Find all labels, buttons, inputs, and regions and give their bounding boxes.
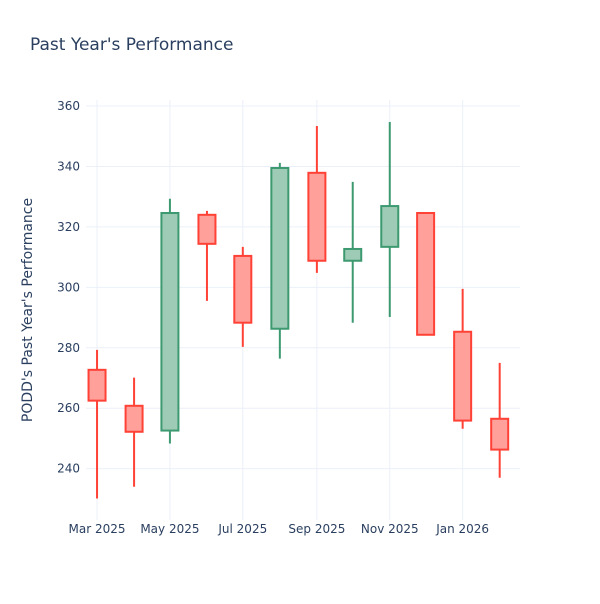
candle (453, 288, 473, 429)
candle-body (197, 213, 217, 245)
candle-body (416, 212, 436, 336)
candle (87, 349, 107, 499)
candle-body (270, 166, 290, 330)
x-tick-label: Sep 2025 (288, 522, 345, 536)
candle-body (160, 212, 180, 432)
candle (270, 162, 290, 359)
candle-body (233, 254, 253, 324)
chart-title: Past Year's Performance (30, 35, 234, 55)
y-tick-label: 360 (57, 99, 80, 113)
x-tick-label: May 2025 (140, 522, 199, 536)
x-tick-label: Jul 2025 (217, 522, 267, 536)
candle (124, 377, 144, 487)
y-axis-label: PODD's Past Year's Performance (20, 198, 36, 422)
x-tick-label: Nov 2025 (361, 522, 419, 536)
candle (380, 122, 400, 317)
y-tick-label: 320 (57, 220, 80, 234)
candle (197, 210, 217, 301)
candle-body (490, 417, 510, 451)
candle-body (380, 205, 400, 248)
x-tick-label: Jan 2026 (435, 522, 489, 536)
candle (490, 362, 510, 478)
y-tick-label: 280 (57, 341, 80, 355)
y-tick-label: 340 (57, 159, 80, 173)
candle (343, 181, 363, 323)
y-tick-label: 300 (57, 280, 80, 294)
candle-body (343, 247, 363, 262)
candle-body (307, 171, 327, 262)
y-tick-label: 240 (57, 462, 80, 476)
candle-body (124, 404, 144, 433)
candle (160, 198, 180, 444)
candle-body (87, 368, 107, 402)
candle-body (453, 330, 473, 422)
x-tick-label: Mar 2025 (69, 522, 126, 536)
candle (416, 212, 436, 336)
y-tick-label: 260 (57, 401, 80, 415)
candle (307, 125, 327, 273)
candle (233, 246, 253, 347)
